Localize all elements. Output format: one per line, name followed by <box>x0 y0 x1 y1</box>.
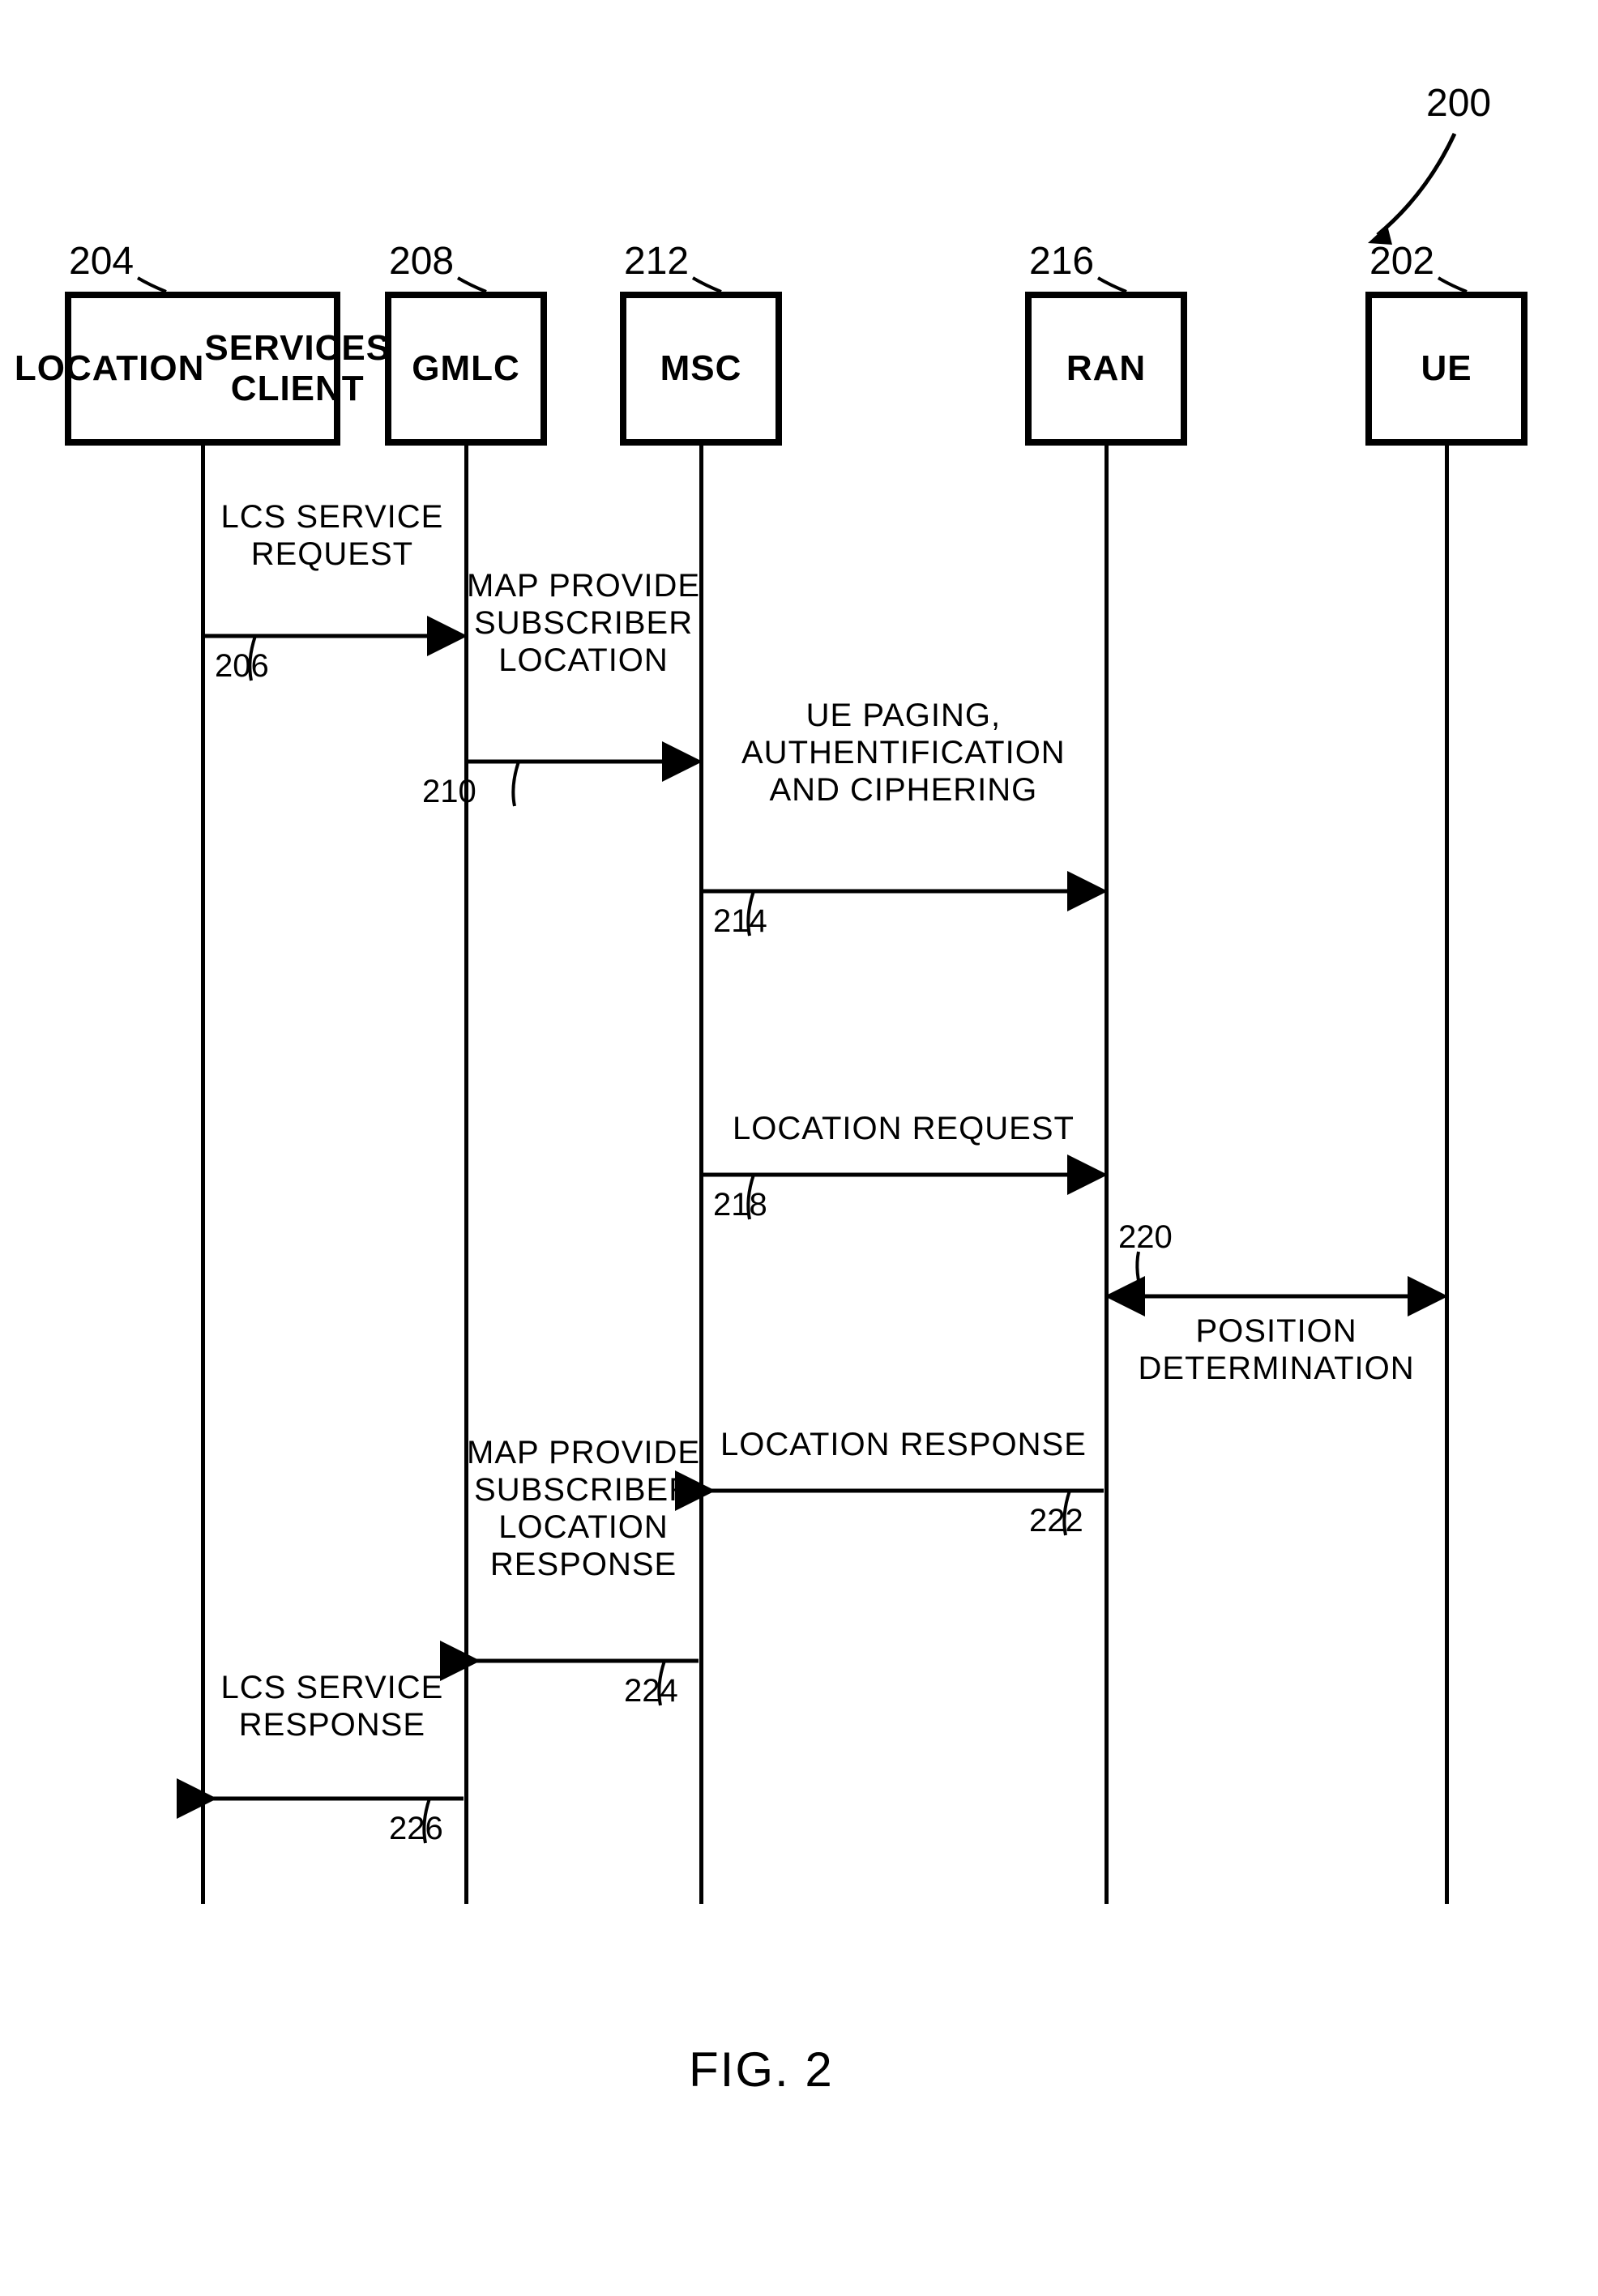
message-ref-222: 222 <box>1029 1503 1083 1539</box>
message-label-220: POSITION DETERMINATION <box>1139 1312 1415 1387</box>
entity-ran: RAN <box>1025 292 1187 446</box>
message-ref-226: 226 <box>389 1811 443 1847</box>
message-ref-224: 224 <box>624 1673 678 1709</box>
message-label-222: LOCATION RESPONSE <box>720 1426 1087 1463</box>
message-ref-214: 214 <box>713 903 767 940</box>
entity-ref-212: 212 <box>624 239 689 284</box>
message-ref-210: 210 <box>422 774 476 810</box>
message-ref-206: 206 <box>215 648 269 685</box>
message-label-206: LCS SERVICE REQUEST <box>221 498 444 573</box>
message-label-224: MAP PROVIDE SUBSCRIBER LOCATION RESPONSE <box>467 1434 700 1583</box>
figure-title: FIG. 2 <box>689 2042 834 2098</box>
message-ref-220: 220 <box>1118 1219 1173 1256</box>
entity-ref-204: 204 <box>69 239 134 284</box>
entity-gmlc: GMLC <box>385 292 547 446</box>
entity-location-services-client: LOCATIONSERVICES CLIENT <box>65 292 340 446</box>
lifeline-ran <box>1104 446 1109 1904</box>
message-label-210: MAP PROVIDE SUBSCRIBER LOCATION <box>467 567 700 679</box>
figure-ref-200: 200 <box>1426 81 1491 126</box>
entity-ref-208: 208 <box>389 239 454 284</box>
sequence-diagram: 200 LOCATIONSERVICES CLIENT 204 GMLC 208… <box>32 32 1566 2264</box>
entity-ref-216: 216 <box>1029 239 1094 284</box>
entity-ue: UE <box>1365 292 1528 446</box>
lifeline-lsc <box>201 446 205 1904</box>
message-label-214: UE PAGING, AUTHENTIFICATION AND CIPHERIN… <box>741 697 1066 809</box>
entity-ref-202: 202 <box>1369 239 1434 284</box>
message-label-218: LOCATION REQUEST <box>733 1110 1075 1147</box>
message-ref-218: 218 <box>713 1187 767 1223</box>
entity-msc: MSC <box>620 292 782 446</box>
message-label-226: LCS SERVICE RESPONSE <box>221 1669 444 1743</box>
lifeline-ue <box>1445 446 1449 1904</box>
